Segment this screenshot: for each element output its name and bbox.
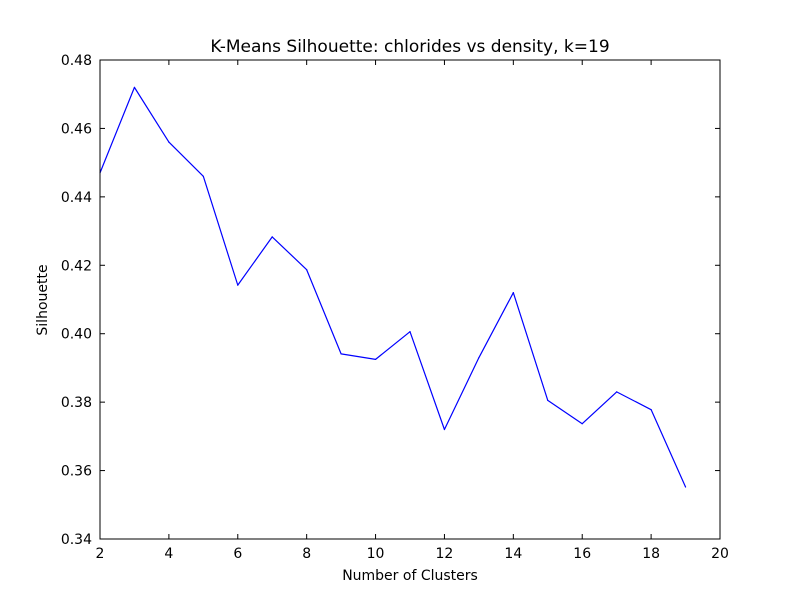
data-point: [581, 423, 583, 425]
y-tick-label: 0.48: [61, 53, 92, 69]
data-point: [684, 486, 687, 488]
y-tick-label: 0.38: [61, 395, 92, 411]
x-axis-ticks: 2 4 6 8 10 12 14 16 18 20: [96, 60, 729, 562]
plot-area: [100, 60, 720, 539]
x-tick-label: 16: [573, 546, 591, 562]
x-tick-label: 2: [96, 546, 105, 562]
x-tick-label: 4: [164, 546, 173, 562]
data-point: [650, 409, 652, 411]
plot-frame: [99, 59, 721, 540]
data-point: [306, 269, 308, 271]
x-tick-label: 10: [367, 546, 385, 562]
series-line: [99, 86, 687, 488]
x-tick-label: 20: [711, 546, 729, 562]
data-point: [478, 357, 480, 359]
data-point: [409, 331, 411, 333]
y-tick-label: 0.36: [61, 464, 92, 480]
x-tick-label: 6: [233, 546, 242, 562]
data-point: [271, 236, 273, 238]
data-point: [547, 399, 549, 402]
data-point: [374, 358, 377, 360]
x-tick-label: 14: [504, 546, 522, 562]
data-point: [512, 292, 514, 294]
data-point: [616, 391, 618, 393]
data-point: [133, 86, 136, 88]
chart-title: K-Means Silhouette: chlorides vs density…: [210, 37, 609, 57]
y-tick-label: 0.44: [61, 190, 92, 206]
y-tick-label: 0.46: [61, 121, 92, 137]
x-axis-label: Number of Clusters: [342, 568, 478, 584]
data-point: [168, 141, 170, 143]
x-tick-label: 8: [302, 546, 311, 562]
data-point: [202, 175, 204, 177]
data-point: [443, 428, 446, 431]
data-point: [340, 353, 342, 355]
series-layer: [99, 86, 687, 488]
y-tick-label: 0.34: [61, 532, 92, 548]
x-tick-label: 12: [436, 546, 454, 562]
y-tick-label: 0.42: [61, 258, 92, 274]
y-tick-label: 0.40: [61, 327, 92, 343]
y-axis-label: Silhouette: [35, 264, 51, 335]
x-tick-label: 18: [642, 546, 660, 562]
y-axis-ticks: 0.34 0.36 0.38 0.40 0.42 0.44 0.46 0.48: [61, 53, 720, 548]
data-point: [237, 284, 239, 286]
